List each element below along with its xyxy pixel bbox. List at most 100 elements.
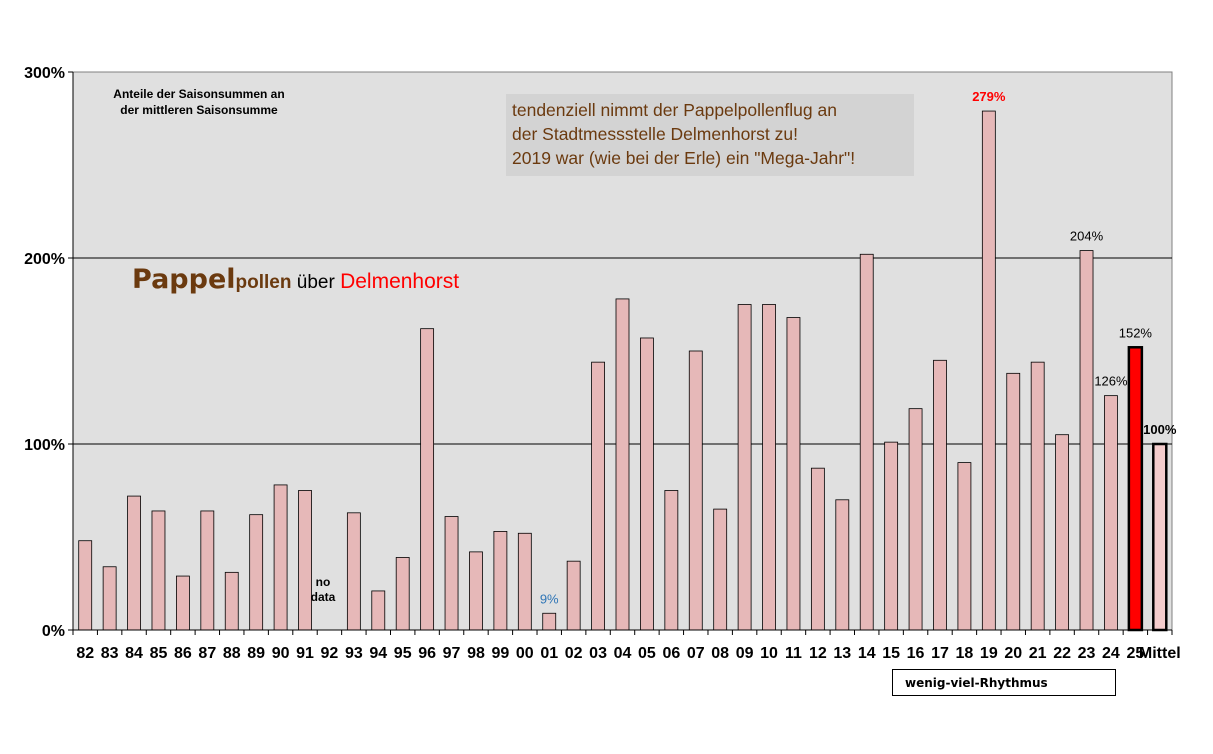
x-tick-label: 02 [565,645,583,662]
bar-24 [1104,395,1118,631]
subtitle-line-1: Anteile der Saisonsummen an [113,87,285,101]
bar-91 [298,490,312,631]
x-tick-label: 85 [150,645,168,662]
title-pappel: Pappel [132,264,236,295]
bar-09 [737,304,752,631]
no-data-line-1: no [315,575,331,589]
x-tick-label: 13 [833,645,851,662]
x-tick-label: 14 [858,645,876,662]
bar-23 [1079,250,1094,631]
bar-25 [1127,346,1144,632]
y-tick-label: 200% [24,251,65,268]
data-label-24: 126% [1094,374,1128,389]
trend-note: tendenziell nimmt der Pappelpollenflug a… [506,94,914,176]
x-tick-label: Mittel [1139,645,1181,662]
x-tick-label: 90 [272,645,290,662]
bar-89 [249,514,264,631]
bar-96 [420,328,435,631]
bar-85 [151,510,166,631]
data-label-19: 279% [972,89,1006,104]
bar-12 [810,467,825,631]
bar-06 [664,490,679,631]
x-tick-label: 84 [125,645,143,662]
x-tick-label: 11 [785,645,802,662]
x-tick-label: 88 [223,645,241,662]
x-tick-label: 16 [907,645,925,662]
bar-99 [493,531,508,631]
no-data-line-2: data [310,590,336,604]
x-tick-label: 21 [1029,645,1047,662]
x-tick-label: 89 [247,645,265,662]
x-tick-label: 04 [614,645,632,662]
bar-11 [786,317,801,631]
no-data-note: no data [300,575,346,605]
trend-line-1: tendenziell nimmt der Pappelpollenflug a… [512,100,837,120]
x-tick-label: 05 [638,645,656,662]
x-tick-label: 22 [1053,645,1071,662]
bar-95 [395,557,410,631]
bar-Mittel [1152,442,1168,632]
y-tick-labels: 0% 100% 200% 300% [24,65,65,640]
bar-21 [1030,361,1045,631]
bar-90 [273,484,288,631]
bar-04 [615,298,630,631]
bar-94 [371,590,386,631]
x-tick-label: 86 [174,645,192,662]
x-tick-label: 98 [467,645,485,662]
x-tick-label: 94 [369,645,387,662]
axes [68,71,1173,635]
x-tick-label: 24 [1102,645,1120,662]
bar-83 [102,566,117,631]
title-ueber: über [291,272,341,293]
bar-84 [127,495,141,631]
bar-87 [200,510,215,631]
x-tick-label: 01 [540,645,558,662]
data-label-01: 9% [540,591,559,606]
x-tick-label: 10 [760,645,778,662]
bar-07 [688,350,703,631]
y-tick-label: 100% [24,437,65,454]
bar-16 [908,408,923,631]
bar-17 [933,359,947,631]
x-tick-labels: 82 83 84 85 86 87 88 89 90 91 92 93 94 95 96 97 98 99 00 01… [76,645,1180,662]
x-tick-label: 19 [980,645,998,662]
bar-88 [224,571,239,631]
x-tick-label: 87 [198,645,216,662]
rhythm-label: wenig-viel-Rhythmus [892,669,1116,696]
bar-22 [1055,434,1069,631]
title-delmenhorst: Delmenhorst [340,270,460,293]
subtitle: Anteile der Saisonsummen an der mittlere… [84,86,314,118]
x-tick-label: 91 [296,645,314,662]
x-tick-label: 97 [443,645,461,662]
x-tick-label: 83 [101,645,119,662]
data-label-Mittel: 100% [1143,422,1177,437]
x-tick-label: 23 [1078,645,1096,662]
x-tick-label: 09 [736,645,754,662]
bar-93 [346,512,361,631]
x-tick-label: 25 [1126,645,1144,662]
x-tick-label: 92 [321,645,339,662]
x-tick-label: 18 [956,645,974,662]
x-tick-label: 12 [809,645,827,662]
bar-05 [640,337,654,631]
bar-10 [762,304,776,631]
bar-00 [517,532,532,631]
data-label-23: 204% [1070,229,1104,244]
bar-20 [1006,372,1021,631]
y-tick-label: 300% [24,65,65,82]
subtitle-line-2: der mittleren Saisonsumme [120,103,278,117]
trend-line-3: 2019 war (wie bei der Erle) ein "Mega-Ja… [512,148,856,168]
bar-98 [469,551,483,631]
x-tick-label: 00 [516,645,534,662]
x-tick-label: 15 [882,645,900,662]
bar-18 [957,462,972,631]
bars [78,110,1168,632]
bar-97 [444,516,459,631]
x-tick-label: 17 [931,645,949,662]
bar-13 [835,499,850,631]
x-tick-label: 06 [662,645,680,662]
bar-15 [884,441,899,631]
bar-08 [713,508,728,631]
bar-01 [542,612,557,631]
x-tick-label: 03 [589,645,607,662]
